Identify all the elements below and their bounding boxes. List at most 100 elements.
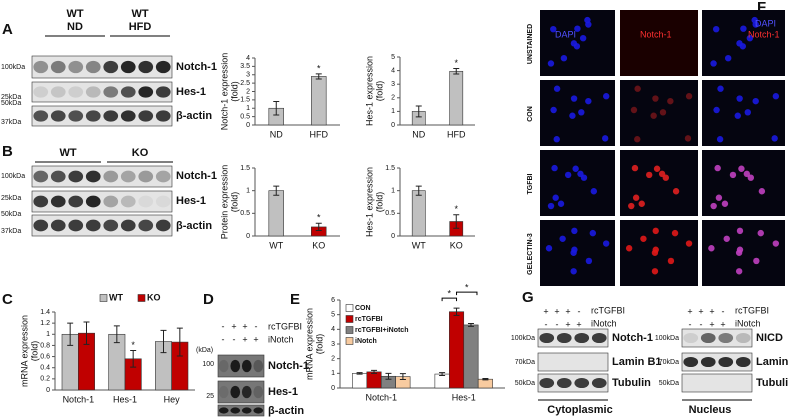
blot-band xyxy=(33,110,49,122)
nucleus xyxy=(708,245,715,252)
y-tick-label: 3 xyxy=(331,341,335,348)
nucleus xyxy=(771,135,778,142)
micrograph xyxy=(620,220,698,286)
error-bar xyxy=(453,68,460,75)
x-tick-label: Hes-1 xyxy=(113,394,137,404)
blot-band xyxy=(103,195,119,208)
nucleus xyxy=(717,85,724,92)
x-tick-label: Notch-1 xyxy=(365,392,397,402)
nucleus xyxy=(564,171,572,179)
bar xyxy=(463,324,479,389)
nucleus xyxy=(672,188,680,195)
y-tick-label: 2 xyxy=(331,356,335,363)
blot-band xyxy=(218,385,229,399)
y-tick-label: 1.4 xyxy=(40,309,50,316)
x-tick-label: WT xyxy=(412,240,426,250)
x-tick-label: HFD xyxy=(447,129,466,139)
blot-band xyxy=(68,110,84,122)
blot-band xyxy=(683,332,699,344)
sign: + xyxy=(242,321,247,331)
micrograph xyxy=(540,80,615,146)
y-axis-label: (fold) xyxy=(29,341,39,362)
nucleus xyxy=(747,174,755,181)
marker-label: 37kDa xyxy=(1,119,21,126)
blot-band xyxy=(120,170,136,183)
band-label: β-actin xyxy=(176,110,212,122)
legend-label: iNotch xyxy=(355,338,377,345)
y-tick-label: 1 xyxy=(246,105,250,112)
nucleus xyxy=(752,97,759,105)
nucleus xyxy=(651,268,659,275)
blot-band xyxy=(138,86,154,98)
y-axis-label: mRNA expression xyxy=(19,315,29,387)
significance: * xyxy=(454,58,458,68)
nucleus xyxy=(653,165,661,172)
nucleus xyxy=(710,60,717,67)
micrograph xyxy=(702,220,785,286)
sign: - xyxy=(222,334,225,344)
marker-label: 25kDa xyxy=(1,195,21,202)
nucleus xyxy=(545,245,553,252)
blot-band xyxy=(218,407,229,414)
channel-label: DAPI xyxy=(755,18,776,28)
nucleus xyxy=(712,25,720,33)
y-tick-label: 0 xyxy=(391,122,395,129)
blot-strip xyxy=(537,328,609,348)
error-bar xyxy=(453,214,460,229)
nucleus xyxy=(753,257,760,265)
blot-band xyxy=(683,356,699,368)
nucleus xyxy=(646,171,653,179)
blot-band xyxy=(230,359,241,373)
nucleus xyxy=(772,93,780,100)
significance: * xyxy=(317,213,321,223)
nucleus xyxy=(571,227,578,235)
sign: - xyxy=(578,306,581,316)
sign: - xyxy=(255,321,258,331)
legend-swatch xyxy=(345,326,354,334)
nucleus xyxy=(603,93,610,100)
nucleus xyxy=(553,85,561,92)
fraction-title: Cytoplasmic xyxy=(547,404,612,416)
error-bar xyxy=(67,322,74,346)
y-tick-label: 2 xyxy=(246,88,250,95)
blot-band xyxy=(138,60,154,74)
blot-strip xyxy=(537,352,609,372)
blot-strip xyxy=(31,55,173,79)
panel-label: F xyxy=(757,0,766,16)
blot-strip xyxy=(31,105,173,127)
marker-label: 50kDa xyxy=(515,380,535,387)
error-bar xyxy=(439,372,446,377)
blot-band xyxy=(50,170,66,183)
blot-band xyxy=(33,60,49,74)
nucleus xyxy=(634,85,641,92)
nucleus xyxy=(632,194,640,201)
blot-band xyxy=(700,332,716,344)
y-tick-label: 0.2 xyxy=(40,376,50,383)
nucleus xyxy=(570,268,577,275)
nucleus xyxy=(740,25,747,32)
label: ND xyxy=(67,21,83,33)
legend-label: rcTGFBI xyxy=(355,316,383,323)
nucleus xyxy=(723,235,730,242)
error-bar xyxy=(356,372,363,375)
blot-band xyxy=(574,377,590,389)
blot-band xyxy=(138,110,154,122)
sign: - xyxy=(689,319,692,329)
y-tick-label: 1 xyxy=(46,331,50,338)
error-bar xyxy=(371,369,378,374)
nucleus xyxy=(685,240,693,247)
sign: + xyxy=(698,306,703,316)
error-bar xyxy=(385,372,392,380)
blot-strip xyxy=(217,404,265,417)
blot-strip xyxy=(681,373,753,393)
blot-band xyxy=(50,60,66,74)
nucleus xyxy=(585,97,592,105)
sign: - xyxy=(556,319,559,329)
error-bar xyxy=(415,105,422,118)
nucleus xyxy=(738,165,745,172)
error-bar xyxy=(315,222,322,232)
blot-strip xyxy=(31,81,173,103)
nucleus xyxy=(736,227,744,235)
error-bar xyxy=(467,322,474,327)
